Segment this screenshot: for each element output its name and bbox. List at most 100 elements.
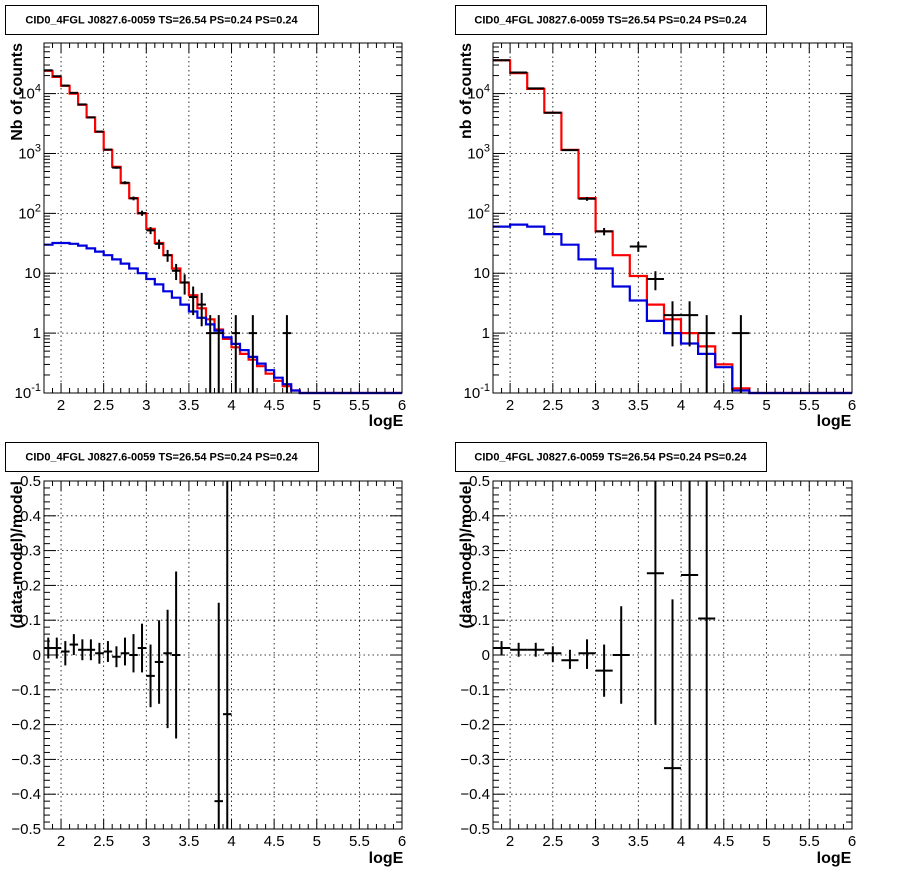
data-point [578, 196, 596, 201]
data-point [137, 623, 147, 673]
plot-area [44, 481, 402, 829]
x-tick-label: 6 [398, 397, 406, 414]
data-point [561, 649, 579, 669]
data-point [510, 642, 528, 657]
x-tick-label: 3.5 [178, 397, 199, 414]
y-tick-label: −0.5 [11, 821, 41, 838]
data-point [698, 315, 716, 393]
x-tick-label: 2.5 [93, 833, 114, 850]
y-tick-label: 0.1 [469, 612, 490, 629]
y-tick-label: 0.4 [469, 508, 490, 525]
panel-bottom-left: CID0_4FGL J0827.6-0059 TS=26.54 PS=0.24 … [5, 442, 406, 867]
x-tick-label: 3 [142, 833, 150, 850]
y-tick-label: 0.2 [20, 577, 41, 594]
data-point [205, 315, 215, 393]
data-point [112, 166, 121, 169]
x-axis: 2 2.5 3 3.5 4 4.5 5 5.5 6 [43, 43, 406, 414]
y-axis-title: Nb of counts [9, 43, 26, 141]
x-tick-label: 5 [313, 833, 321, 850]
y-axis: −0.5 −0.4 −0.3 −0.2 −0.1 0 0.1 0.2 0.3 0.4 0.5 [460, 473, 852, 838]
y-axis: 10-1 1 10 102 103 104 [15, 42, 402, 402]
data-point [78, 103, 87, 106]
grid-lines [44, 481, 402, 829]
data-point [78, 639, 87, 661]
y-tick-label: 1 [33, 325, 41, 342]
x-tick-label: 2 [506, 397, 514, 414]
data-point [188, 286, 198, 316]
panel-top-left: CID0_4FGL J0827.6-0059 TS=26.54 PS=0.24 … [5, 5, 406, 430]
y-axis-title: (data-model)/model [9, 481, 26, 629]
y-tick-label: 102 [18, 202, 41, 222]
data-point [612, 606, 630, 704]
x-tick-label: 2 [57, 397, 65, 414]
y-tick-label: 0.4 [20, 508, 41, 525]
x-axis: 2 2.5 3 3.5 4 4.5 5 5.5 6 [492, 43, 856, 414]
data-point [52, 637, 62, 659]
data-point [629, 241, 647, 252]
x-tick-label: 2.5 [542, 833, 563, 850]
data-point [146, 227, 155, 235]
x-tick-label: 5 [313, 397, 321, 414]
data-point [61, 641, 70, 666]
y-axis: 10-1 1 10 102 103 104 [464, 42, 852, 402]
x-tick-label: 5 [762, 397, 770, 414]
x-tick-label: 6 [848, 397, 856, 414]
data-point [95, 642, 104, 664]
data-point [86, 639, 96, 661]
data-point [646, 271, 664, 291]
data-point [248, 315, 258, 393]
data-point [95, 130, 104, 133]
data-point [129, 634, 138, 673]
x-tick-label: 3.5 [628, 833, 649, 850]
y-tick-label: −0.5 [460, 821, 490, 838]
data-point [231, 315, 241, 393]
x-tick-label: 5.5 [799, 397, 820, 414]
y-tick-label: 103 [467, 142, 490, 162]
y-tick-label: −0.2 [460, 717, 490, 734]
data-point [112, 646, 121, 668]
plot-title: CID0_4FGL J0827.6-0059 TS=26.54 PS=0.24 … [25, 15, 298, 27]
data-point [137, 210, 147, 216]
data-point [120, 637, 130, 666]
x-tick-label: 6 [848, 833, 856, 850]
x-tick-label: 5.5 [349, 397, 370, 414]
x-tick-label: 3 [142, 397, 150, 414]
y-tick-label: 104 [18, 83, 41, 103]
x-tick-label: 2 [506, 833, 514, 850]
plot-title: CID0_4FGL J0827.6-0059 TS=26.54 PS=0.24 … [474, 452, 747, 464]
data-point [663, 599, 682, 829]
data-points [493, 59, 750, 393]
x-axis: 2 2.5 3 3.5 4 4.5 5 5.5 6 [492, 481, 856, 850]
x-tick-label: 5 [762, 833, 770, 850]
data-point [214, 315, 223, 393]
data-point [163, 249, 172, 262]
x-tick-label: 2 [57, 833, 65, 850]
plot-title-box [455, 5, 767, 35]
panel-bottom-right: CID0_4FGL J0827.6-0059 TS=26.54 PS=0.24 … [455, 442, 856, 867]
y-tick-label: 0 [482, 647, 490, 664]
data-point [223, 481, 232, 829]
x-tick-label: 4 [677, 397, 685, 414]
data-point [120, 181, 130, 185]
x-axis-title: logE [817, 850, 852, 867]
data-point [103, 641, 113, 662]
data-point [163, 609, 172, 729]
y-tick-label: 0.5 [20, 473, 41, 490]
data-point [154, 620, 164, 704]
grid-lines [493, 43, 852, 393]
x-tick-label: 2.5 [93, 397, 114, 414]
plot-title-box [455, 442, 767, 472]
x-tick-label: 4 [677, 833, 685, 850]
data-point [146, 644, 155, 708]
data-point [663, 301, 682, 347]
data-point [681, 481, 699, 829]
data-point [561, 149, 579, 152]
data-point [681, 301, 699, 347]
x-tick-label: 4.5 [713, 397, 734, 414]
x-tick-label: 5.5 [799, 833, 820, 850]
x-axis-title: logE [817, 413, 852, 430]
x-tick-label: 4 [227, 397, 235, 414]
data-point [69, 634, 79, 655]
plot-title: CID0_4FGL J0827.6-0059 TS=26.54 PS=0.24 … [474, 15, 747, 27]
